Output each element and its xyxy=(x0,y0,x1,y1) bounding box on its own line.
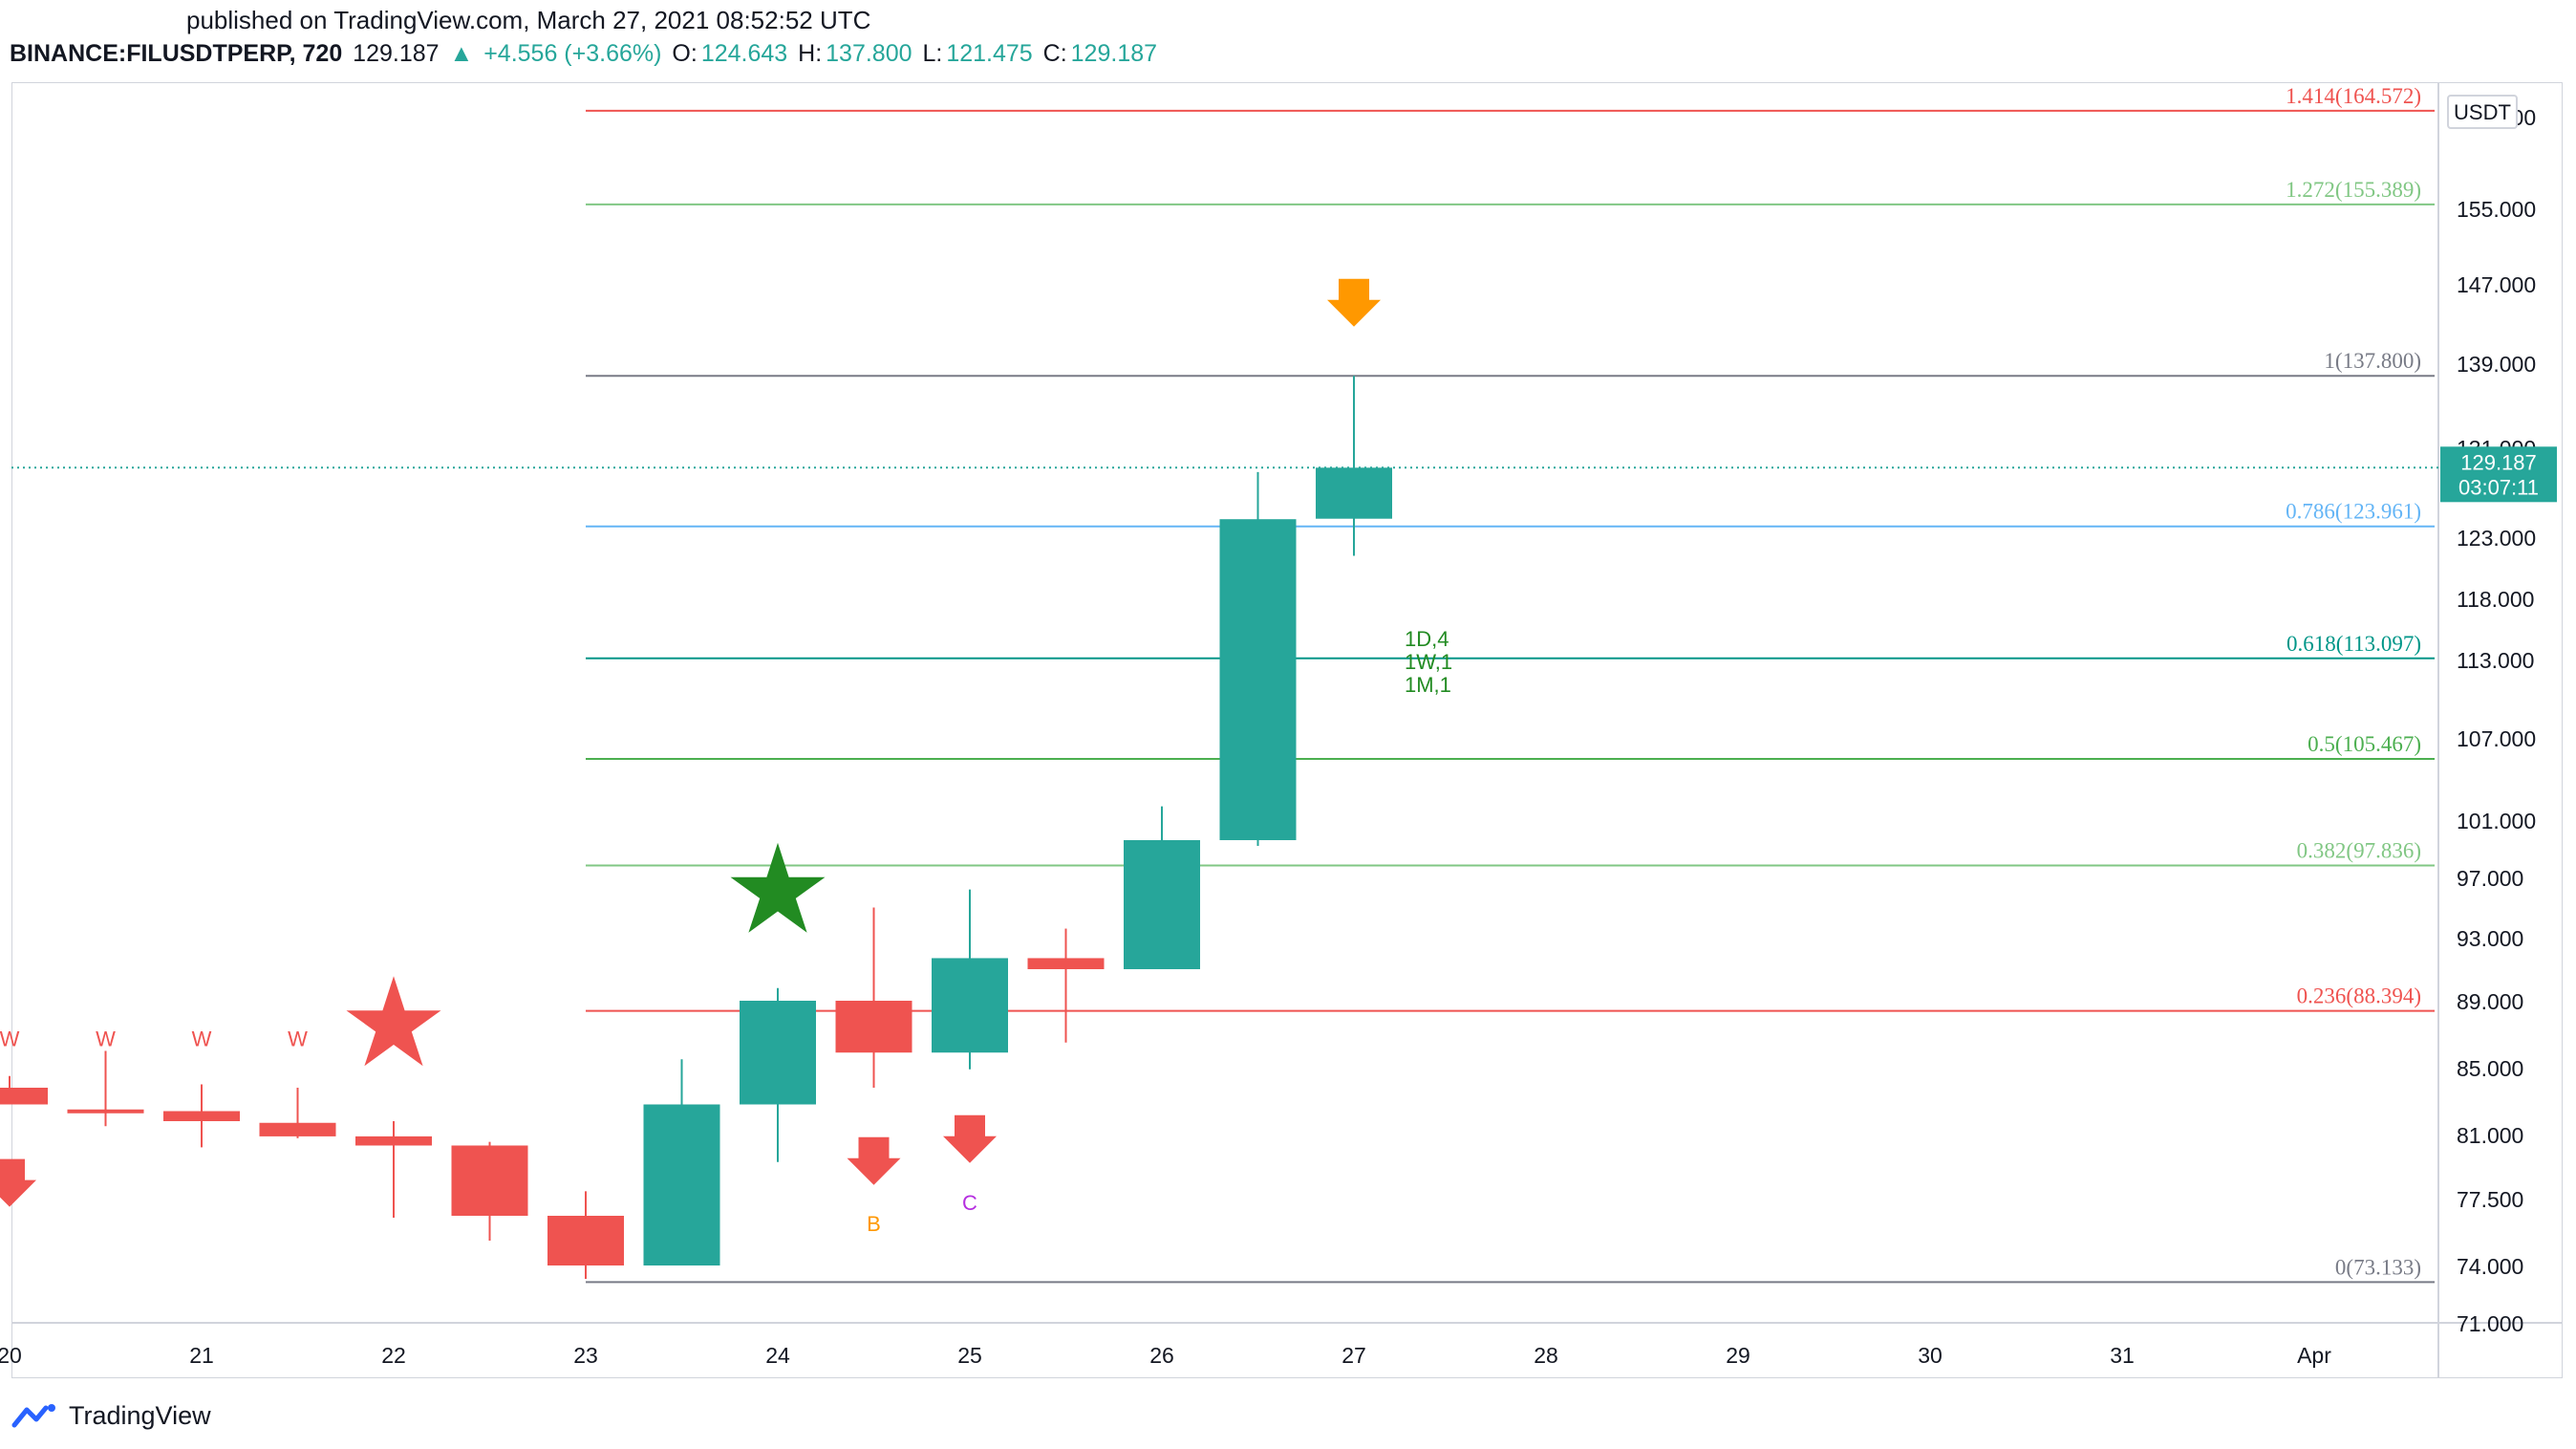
wave-letter: C xyxy=(962,1191,977,1215)
x-tick-label: 29 xyxy=(1726,1343,1750,1368)
timeframe-label: 1D,4 xyxy=(1405,627,1449,651)
w-mark: W xyxy=(0,1027,20,1050)
candle-body xyxy=(0,1088,48,1105)
y-tick-label: 101.000 xyxy=(2457,809,2536,833)
star-marker-icon xyxy=(730,842,826,933)
candle-body xyxy=(1027,958,1105,969)
price-change: +4.556 (+3.66%) xyxy=(483,40,662,67)
y-tick-label: 118.000 xyxy=(2457,587,2534,612)
w-mark: W xyxy=(288,1027,308,1050)
x-tick-label: 24 xyxy=(765,1343,790,1368)
fib-level-label: 1.272(155.389) xyxy=(2286,178,2421,202)
y-tick-label: 93.000 xyxy=(2457,926,2523,951)
published-note: published on TradingView.com, March 27, … xyxy=(186,6,871,34)
candle-body xyxy=(740,1001,816,1105)
candle-body xyxy=(1124,840,1200,969)
symbol-legend: BINANCE:FILUSDTPERP, 720 129.187 ▲ +4.55… xyxy=(10,40,1161,68)
last-price: 129.187 xyxy=(353,40,440,67)
close-label: C: xyxy=(1042,40,1067,67)
y-tick-label: 85.000 xyxy=(2457,1056,2523,1081)
x-tick-label: 23 xyxy=(573,1343,598,1368)
down-arrow-icon xyxy=(847,1136,901,1185)
high-label: H: xyxy=(798,40,823,67)
x-tick-label: 22 xyxy=(381,1343,406,1368)
timeframe-label: 1M,1 xyxy=(1405,673,1451,697)
down-arrow-icon xyxy=(0,1158,36,1207)
w-mark: W xyxy=(192,1027,212,1050)
candle-body xyxy=(67,1109,144,1114)
y-tick-label: 97.000 xyxy=(2457,866,2523,891)
bar-countdown: 03:07:11 xyxy=(2458,475,2539,499)
fib-level-label: 1.414(164.572) xyxy=(2286,84,2421,108)
y-tick-label: 74.000 xyxy=(2457,1254,2523,1279)
y-tick-label: 107.000 xyxy=(2457,726,2536,751)
symbol-name: BINANCE:FILUSDTPERP, 720 xyxy=(10,40,343,67)
candle-body xyxy=(1219,519,1297,840)
y-tick-label: 81.000 xyxy=(2457,1123,2523,1148)
change-up-icon: ▲ xyxy=(449,40,474,67)
y-tick-label: 113.000 xyxy=(2457,648,2534,673)
low-value: 121.475 xyxy=(946,40,1033,67)
y-tick-label: 123.000 xyxy=(2457,526,2536,551)
x-tick-label: 25 xyxy=(957,1343,982,1368)
x-tick-label: 21 xyxy=(189,1343,214,1368)
footer-brand[interactable]: TradingView xyxy=(11,1401,211,1431)
candle-body xyxy=(163,1111,240,1121)
high-value: 137.800 xyxy=(826,40,912,67)
y-tick-label: 89.000 xyxy=(2457,989,2523,1014)
fib-level-label: 0.382(97.836) xyxy=(2297,838,2421,862)
last-price-badge xyxy=(2440,446,2557,503)
x-tick-label: 28 xyxy=(1534,1343,1558,1368)
candle-body xyxy=(643,1104,720,1265)
star-marker-icon xyxy=(346,976,441,1067)
y-tick-label: 147.000 xyxy=(2457,272,2536,297)
close-value: 129.187 xyxy=(1070,40,1158,67)
fib-level-label: 1(137.800) xyxy=(2324,349,2421,373)
y-tick-label: 71.000 xyxy=(2457,1311,2523,1336)
wave-letter: B xyxy=(867,1212,881,1236)
open-value: 124.643 xyxy=(700,40,788,67)
candle-body xyxy=(451,1145,528,1216)
candle-body xyxy=(259,1122,336,1136)
chart-frame xyxy=(11,82,2563,1378)
currency-label: USDT xyxy=(2454,100,2511,124)
x-tick-label: 26 xyxy=(1149,1343,1174,1368)
tradingview-logo-icon xyxy=(11,1403,55,1427)
w-mark: W xyxy=(96,1027,116,1050)
candle-body xyxy=(355,1135,432,1146)
footer-brand-text: TradingView xyxy=(69,1401,211,1430)
x-tick-label: 27 xyxy=(1342,1343,1366,1368)
fib-level-label: 0.618(113.097) xyxy=(2286,632,2421,656)
low-label: L: xyxy=(922,40,943,67)
candle-body xyxy=(835,1001,912,1053)
currency-badge xyxy=(2447,95,2518,129)
x-tick-label: 30 xyxy=(1918,1343,1943,1368)
candle-body xyxy=(547,1216,624,1265)
x-tick-label: 31 xyxy=(2110,1343,2135,1368)
fib-level-label: 0.786(123.961) xyxy=(2286,500,2421,524)
candle-body xyxy=(932,958,1008,1053)
fib-level-label: 0(73.133) xyxy=(2335,1255,2421,1279)
fib-level-label: 0.236(88.394) xyxy=(2297,984,2421,1008)
y-tick-label: 139.000 xyxy=(2457,352,2536,377)
y-tick-label: 155.000 xyxy=(2457,197,2536,222)
x-tick-label: Apr xyxy=(2297,1343,2331,1368)
down-arrow-icon xyxy=(943,1114,997,1163)
timeframe-label: 1W,1 xyxy=(1405,650,1452,674)
candle-body xyxy=(1316,467,1392,519)
down-arrow-icon xyxy=(1327,278,1381,327)
x-tick-label: 20 xyxy=(0,1343,22,1368)
fib-level-label: 0.5(105.467) xyxy=(2308,732,2421,756)
y-tick-label: 77.500 xyxy=(2457,1187,2523,1212)
open-label: O: xyxy=(672,40,698,67)
last-price-badge-value: 129.187 xyxy=(2460,450,2537,474)
